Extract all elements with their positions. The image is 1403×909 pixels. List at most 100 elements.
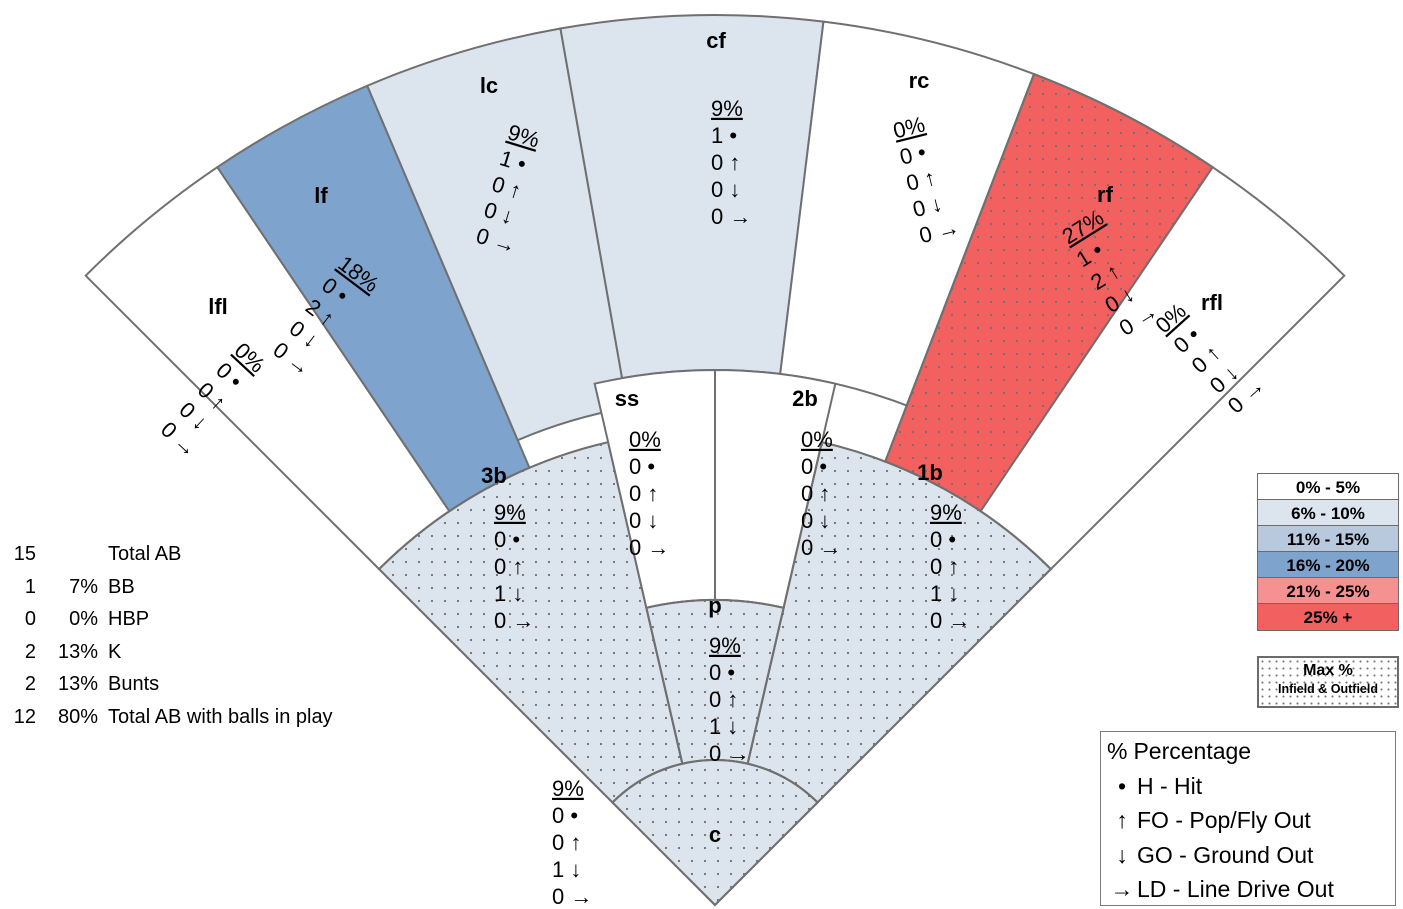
zone-hits: 0 •: [709, 660, 735, 685]
zone-ground-outs: 0 ↓: [711, 177, 740, 202]
zone-percent: 0%: [801, 427, 833, 452]
zone-hits: 0 •: [897, 139, 928, 170]
zone-line-drives: 0 →: [711, 204, 751, 229]
stat-label: BB: [108, 575, 135, 598]
zone-name-3b: 3b: [481, 463, 507, 488]
down-arrow-icon: ↓: [1116, 841, 1128, 868]
hit-dot-icon: •: [1117, 772, 1127, 799]
zone-fly-outs: 0 ↑: [801, 481, 830, 506]
stat-count: 1: [24, 575, 36, 598]
zone-fly-outs: 0 ↑: [494, 554, 523, 579]
zone-fly-outs: 0 ↑: [629, 481, 658, 506]
zone-percent: 9%: [494, 500, 526, 525]
legend-swatch-25-plus: 25% +: [1257, 602, 1399, 631]
stat-label: K: [108, 640, 122, 663]
stat-label: Total AB with balls in play: [108, 705, 333, 728]
stat-count: 2: [24, 640, 36, 663]
zone-line-drives: 0 →: [629, 535, 669, 560]
zone-percent: 9%: [711, 96, 743, 121]
legend-swatch-16-20: 16% - 20%: [1257, 550, 1399, 579]
zone-line-drives: 0 →: [552, 884, 592, 909]
zone-c-max-dots: [611, 759, 819, 907]
zone-ground-outs: 0 ↓: [629, 508, 658, 533]
zone-stats-1b: 9%0 •0 ↑1 ↓0 →: [930, 500, 970, 633]
key-label: FO - Pop/Fly Out: [1137, 807, 1311, 834]
max-legend-subtitle: Infield & Outfield: [1278, 682, 1378, 696]
zone-stats-p: 9%0 •0 ↑1 ↓0 →: [709, 633, 749, 766]
zone-name-lc: lc: [480, 73, 498, 98]
zone-name-2b: 2b: [792, 386, 818, 411]
zone-name-lf: lf: [314, 183, 328, 208]
zone-name-rfl: rfl: [1201, 290, 1223, 315]
color-scale-legend: 0% - 5% 6% - 10% 11% - 15% 16% - 20% 21%…: [1257, 472, 1399, 631]
percent-symbol: %: [1107, 738, 1128, 764]
zone-ground-outs: 1 ↓: [709, 714, 738, 739]
stat-label: Total AB: [108, 543, 182, 565]
zone-name-1b: 1b: [917, 460, 943, 485]
zone-hits: 0 •: [552, 803, 578, 828]
zone-hits: 1 •: [711, 123, 737, 148]
up-arrow-icon: ↑: [1116, 807, 1128, 834]
max-legend-title: Max %: [1303, 662, 1353, 679]
stat-percent: 7%: [69, 575, 98, 598]
zone-name-rf: rf: [1097, 182, 1114, 207]
key-label: H - Hit: [1137, 772, 1203, 799]
zone-fly-outs: 0 ↑: [552, 830, 581, 855]
right-arrow-icon: →: [1110, 876, 1134, 903]
key-label: GO - Ground Out: [1137, 841, 1314, 868]
zone-stats-cf: 9%1 •0 ↑0 ↓0 →: [711, 96, 751, 229]
key-label: LD - Line Drive Out: [1137, 876, 1334, 903]
zone-name-lfl: lfl: [208, 294, 228, 319]
zone-name-ss: ss: [615, 386, 639, 411]
zone-stats-2b: 0%0 •0 ↑0 ↓0 →: [801, 427, 841, 560]
stat-count: 12: [13, 705, 36, 728]
zone-stats-3b: 9%0 •0 ↑1 ↓0 →: [494, 500, 534, 633]
key-row-fly-out: ↑ FO - Pop/Fly Out: [1107, 803, 1395, 838]
zone-line-drives: 0 →: [930, 608, 970, 633]
key-row-percentage: % Percentage: [1107, 734, 1395, 769]
stat-percent: 13%: [57, 640, 98, 663]
stat-label: HBP: [108, 608, 150, 631]
zone-name-p: p: [708, 593, 721, 618]
stat-count: 2: [24, 673, 36, 696]
zone-line-drives: 0 →: [494, 608, 534, 633]
zone-hits: 0 •: [930, 527, 956, 552]
stat-count: 15: [13, 543, 36, 565]
zone-percent: 9%: [709, 633, 741, 658]
key-row-ground-out: ↓ GO - Ground Out: [1107, 838, 1395, 873]
zone-stats-c: 9%0 •0 ↑1 ↓0 →: [552, 776, 592, 909]
zone-ground-outs: 1 ↓: [930, 581, 959, 606]
zone-hits: 0 •: [494, 527, 520, 552]
symbol-key: % Percentage • H - Hit ↑ FO - Pop/Fly Out ↓…: [1100, 731, 1396, 906]
zone-stats-ss: 0%0 •0 ↑0 ↓0 →: [629, 427, 669, 560]
zone-percent: 9%: [930, 500, 962, 525]
zone-percent: 0%: [629, 427, 661, 452]
zone-fly-outs: 0 ↑: [930, 554, 959, 579]
zone-ground-outs: 1 ↓: [494, 581, 523, 606]
zone-fly-outs: 0 ↑: [711, 150, 740, 175]
stat-percent: 80%: [57, 705, 98, 728]
zone-name-c: c: [709, 822, 721, 847]
zone-ground-outs: 0 ↓: [801, 508, 830, 533]
stat-label: Bunts: [108, 673, 160, 696]
zone-hits: 0 •: [629, 454, 655, 479]
zone-line-drives: 0 →: [801, 535, 841, 560]
key-row-line-drive: → LD - Line Drive Out: [1107, 872, 1395, 907]
zone-name-rc: rc: [909, 68, 930, 93]
zone-name-cf: cf: [706, 28, 726, 53]
stat-percent: 13%: [57, 673, 98, 696]
legend-swatch-6-10: 6% - 10%: [1257, 498, 1399, 527]
legend-swatch-21-25: 21% - 25%: [1257, 576, 1399, 605]
zone-fly-outs: 0 ↑: [709, 687, 738, 712]
zone-ground-outs: 1 ↓: [552, 857, 581, 882]
stat-count: 0: [24, 608, 36, 631]
max-percent-legend: Max % Infield & Outfield: [1257, 656, 1399, 708]
zone-line-drives: 0 →: [709, 741, 749, 766]
zone-hits: 0 •: [801, 454, 827, 479]
legend-swatch-0-5: 0% - 5%: [1257, 472, 1399, 501]
key-label: Percentage: [1133, 738, 1252, 764]
legend-swatch-11-15: 11% - 15%: [1257, 524, 1399, 553]
stat-percent: 0%: [69, 608, 98, 631]
zone-percent: 9%: [552, 776, 584, 801]
